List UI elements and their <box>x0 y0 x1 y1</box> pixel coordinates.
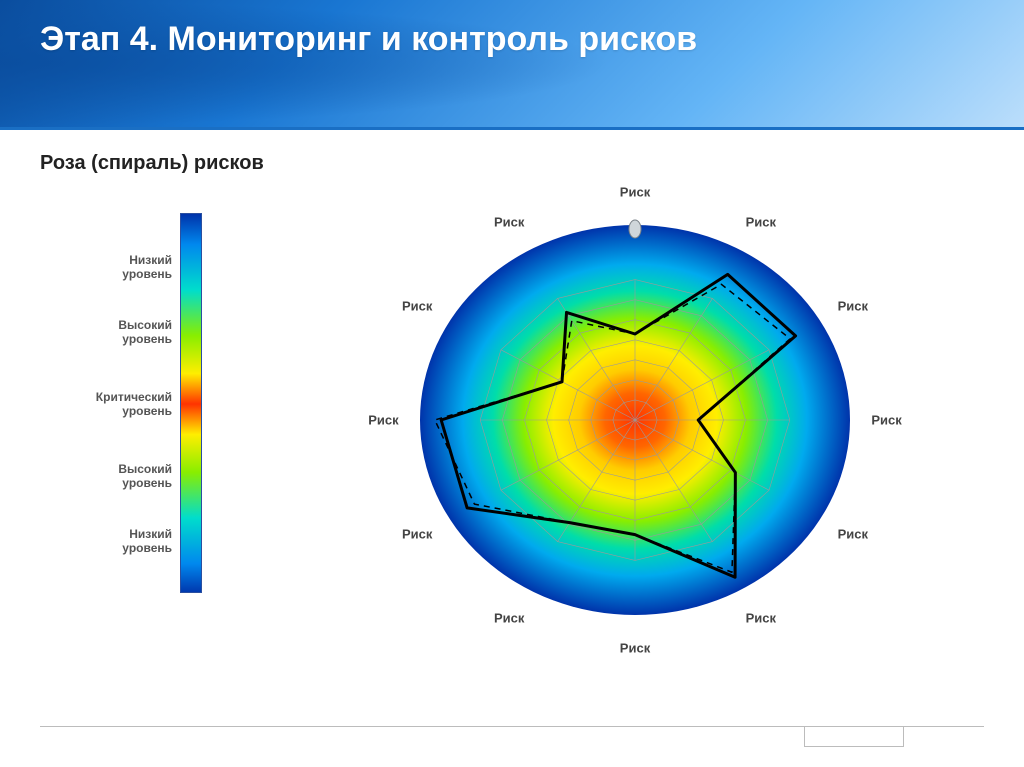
radar-axis-label: Риск <box>494 215 524 230</box>
color-legend: НизкийуровеньВысокийуровеньКритическийур… <box>180 213 202 598</box>
footer-tab <box>804 727 904 747</box>
legend-level-label: Высокийуровень <box>118 463 172 491</box>
legend-gradient-bar <box>180 213 202 593</box>
radar-axis-label: Риск <box>402 527 432 542</box>
legend-level-label: Высокийуровень <box>118 319 172 347</box>
radar-axis-label: Риск <box>838 298 868 313</box>
radar-chart: Риск Риск Риск Риск Риск Риск Риск Риск Риск Риск… <box>370 185 930 665</box>
radar-axis-label: Риск <box>402 298 432 313</box>
legend-level-label: Критическийуровень <box>96 391 172 419</box>
chart-subtitle: Роза (спираль) рисков <box>40 152 1024 175</box>
content-area: Низкийуровень Высокийуровень Критическийур… <box>0 175 1024 735</box>
slide-title: Этап 4. Мониторинг и контроль рисков <box>40 18 984 61</box>
legend-level-label: Низкийуровень <box>122 528 172 556</box>
radar-axis-label: Риск <box>620 184 650 199</box>
radar-axis-label: Риск <box>620 641 650 656</box>
slide-header: Этап 4. Мониторинг и контроль рисков <box>0 0 1024 130</box>
radar-axis-label: Риск <box>746 610 776 625</box>
radar-axis-label: Риск <box>838 527 868 542</box>
radar-axis-label: Риск <box>368 413 398 428</box>
radar-axis-label: Риск <box>746 215 776 230</box>
radar-axis-label: Риск <box>871 413 901 428</box>
radar-svg <box>370 185 930 665</box>
radar-axis-label: Риск <box>494 610 524 625</box>
legend-level-label: Низкийуровень <box>122 254 172 282</box>
